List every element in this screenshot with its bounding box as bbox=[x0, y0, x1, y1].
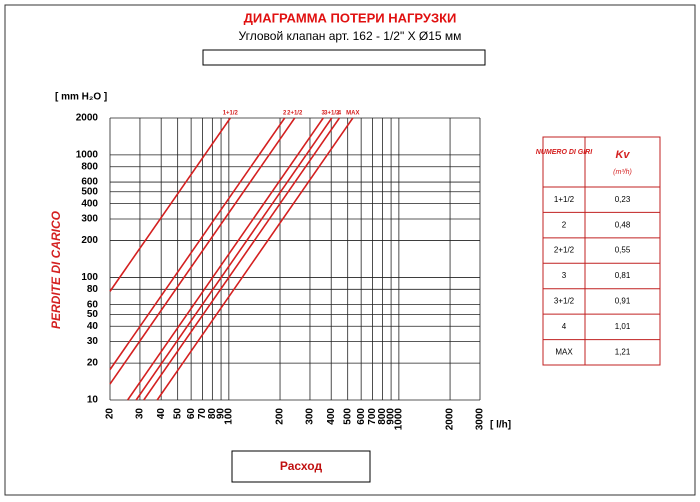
x-tick-label: 800 bbox=[377, 408, 388, 425]
x-tick-label: 20 bbox=[105, 408, 116, 420]
y-tick-label: 40 bbox=[87, 321, 99, 332]
series-line bbox=[135, 117, 333, 401]
x-tick-label: 600 bbox=[356, 408, 367, 425]
series-line bbox=[109, 117, 286, 371]
x-tick-label: 40 bbox=[156, 408, 167, 420]
x-axis-title: Расход bbox=[280, 459, 323, 473]
table-header: NUMERO DI GIRI bbox=[536, 149, 593, 156]
table-cell: 0,23 bbox=[615, 195, 631, 204]
y-tick-label: 300 bbox=[81, 214, 98, 225]
series-line bbox=[109, 117, 296, 385]
table-cell: MAX bbox=[555, 347, 573, 356]
x-label-box bbox=[231, 450, 371, 483]
x-tick-label: 100 bbox=[223, 408, 234, 425]
table-header: (m³/h) bbox=[613, 169, 632, 176]
y-axis-title: PERDITE DI CARICO bbox=[49, 210, 63, 329]
y-tick-label: 50 bbox=[87, 309, 99, 320]
chart-subtitle: Угловой клапан арт. 162 - 1/2" X Ø15 мм bbox=[239, 29, 462, 43]
x-tick-label: 500 bbox=[342, 408, 353, 425]
table-cell: 1,21 bbox=[615, 347, 631, 356]
table-cell: 0,55 bbox=[615, 246, 631, 255]
y-tick-label: 100 bbox=[81, 272, 98, 283]
line-label: 1+1/2 bbox=[223, 111, 239, 117]
line-label: MAX bbox=[346, 111, 359, 117]
y-tick-label: 10 bbox=[87, 395, 99, 406]
y-tick-label: 30 bbox=[87, 336, 99, 347]
series-line bbox=[109, 117, 231, 292]
line-label: 4 bbox=[338, 111, 342, 117]
y-tick-label: 20 bbox=[87, 358, 99, 369]
x-tick-label: 900 bbox=[386, 408, 397, 425]
table-cell: 3 bbox=[562, 271, 567, 280]
x-tick-label: 2000 bbox=[445, 408, 456, 431]
series-line bbox=[156, 117, 354, 401]
x-tick-label: 90 bbox=[216, 408, 227, 420]
y-tick-label: 80 bbox=[87, 284, 99, 295]
table-cell: 0,91 bbox=[615, 297, 631, 306]
chart-title: ДИАГРАММА ПОТЕРИ НАГРУЗКИ bbox=[244, 10, 457, 25]
x-tick-label: 80 bbox=[207, 408, 218, 420]
y-tick-label: 500 bbox=[81, 186, 98, 197]
table-cell: 4 bbox=[562, 322, 567, 331]
y-tick-label: 2000 bbox=[76, 113, 99, 124]
x-tick-label: 200 bbox=[275, 408, 286, 425]
line-label: 3 bbox=[322, 111, 326, 117]
y-tick-label: 600 bbox=[81, 177, 98, 188]
x-tick-label: 70 bbox=[197, 408, 208, 420]
table-cell: 1,01 bbox=[615, 322, 631, 331]
y-tick-label: 800 bbox=[81, 161, 98, 172]
y-tick-label: 400 bbox=[81, 198, 98, 209]
x-tick-label: 400 bbox=[326, 408, 337, 425]
series-line bbox=[143, 117, 341, 401]
table-cell: 0,81 bbox=[615, 271, 631, 280]
y-tick-label: 1000 bbox=[76, 150, 99, 161]
x-tick-label: 300 bbox=[305, 408, 316, 425]
x-tick-label: 3000 bbox=[475, 408, 486, 431]
table-cell: 3+1/2 bbox=[554, 297, 575, 306]
line-label: 3+1/2 bbox=[324, 111, 340, 117]
x-tick-label: 60 bbox=[186, 408, 197, 420]
x-tick-label: 700 bbox=[367, 408, 378, 425]
line-label: 2 bbox=[283, 111, 287, 117]
table-cell: 1+1/2 bbox=[554, 195, 575, 204]
line-label: 2+1/2 bbox=[287, 111, 303, 117]
y-tick-label: 200 bbox=[81, 235, 98, 246]
table-cell: 2 bbox=[562, 220, 567, 229]
series-line bbox=[126, 117, 324, 401]
y-unit: [ mm H₂O ] bbox=[55, 92, 107, 103]
x-tick-label: 1000 bbox=[394, 408, 405, 431]
empty-box bbox=[202, 49, 486, 66]
table-header: Kv bbox=[615, 149, 630, 161]
x-unit: [ l/h] bbox=[490, 420, 511, 431]
y-tick-label: 60 bbox=[87, 299, 99, 310]
kv-table bbox=[542, 136, 661, 366]
x-tick-label: 50 bbox=[172, 408, 183, 420]
x-tick-label: 30 bbox=[135, 408, 146, 420]
table-cell: 2+1/2 bbox=[554, 246, 575, 255]
table-cell: 0,48 bbox=[615, 220, 631, 229]
